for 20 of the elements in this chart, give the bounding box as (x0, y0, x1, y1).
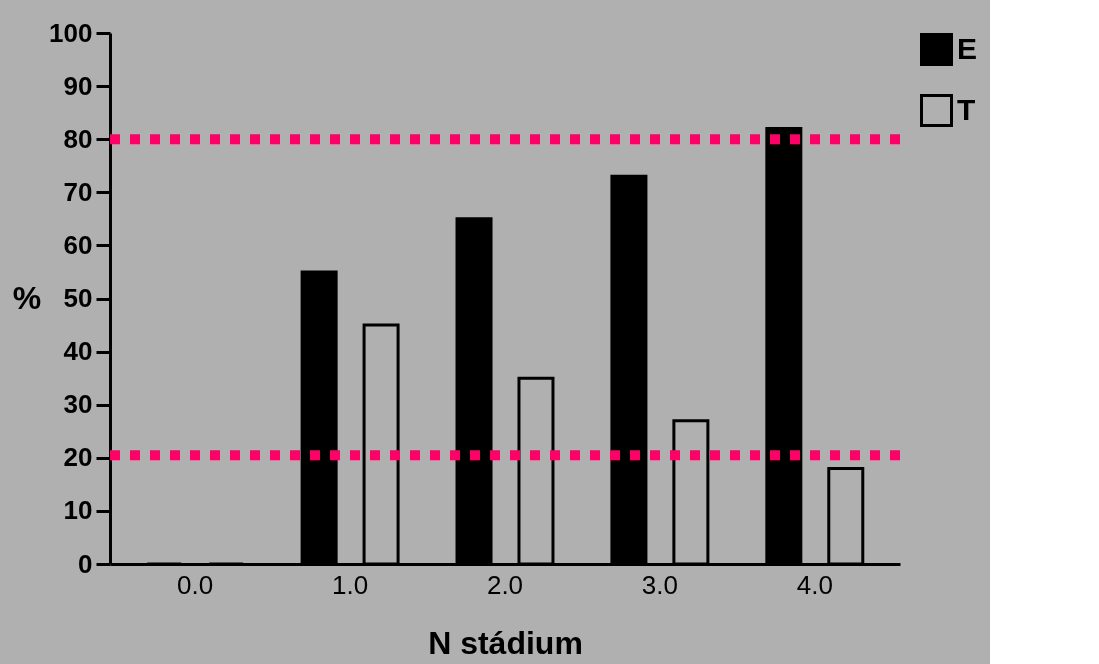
y-tick-label: 90 (63, 70, 93, 101)
y-tick-label: 80 (63, 123, 93, 154)
x-axis-title: N stádium (428, 624, 583, 661)
x-tick-label: 4.0 (796, 569, 833, 600)
y-tick-label: 0 (78, 548, 93, 579)
y-tick-label: 70 (63, 176, 93, 207)
x-tick-label: 0.0 (177, 569, 214, 600)
y-tick-label: 40 (63, 336, 93, 367)
x-tick-label: 2.0 (486, 569, 524, 600)
y-tick-label: 20 (63, 442, 93, 473)
legend-label: E (957, 31, 978, 65)
y-axis-title: % (12, 279, 42, 316)
x-tick-label: 1.0 (332, 569, 369, 600)
y-tick-label: 60 (63, 229, 93, 260)
y-tick-label: 10 (63, 495, 93, 526)
y-tick-label: 100 (49, 17, 93, 48)
y-tick-label: 50 (63, 283, 93, 313)
legend-label: T (957, 92, 976, 126)
y-tick-label: 30 (63, 389, 93, 420)
x-tick-label: 3.0 (641, 569, 678, 600)
